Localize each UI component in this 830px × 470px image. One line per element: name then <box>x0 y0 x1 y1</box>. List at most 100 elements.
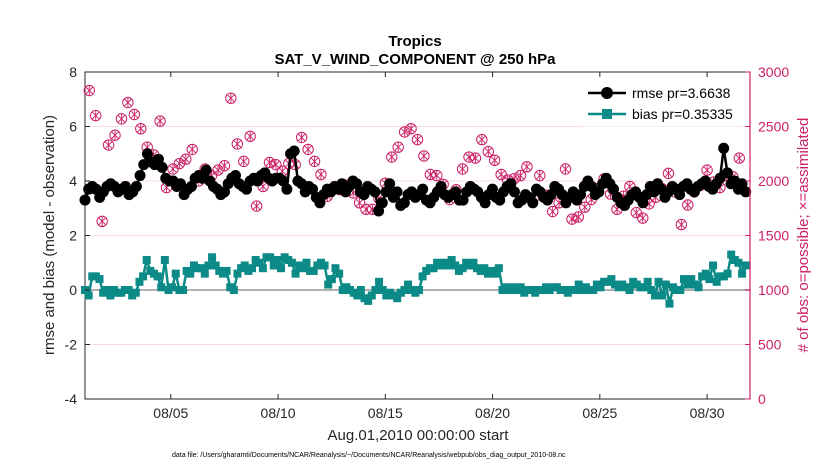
bias-point <box>647 286 656 294</box>
rmse-point <box>674 189 686 201</box>
y-right-tick-label: 3000 <box>758 64 789 80</box>
bias-point <box>516 283 525 292</box>
bias-point <box>331 264 340 273</box>
rmse-point <box>288 145 300 157</box>
rmse-point <box>479 197 491 209</box>
axis-layer: -4 -2 0 2 4 6 8 0 500 1000 1500 2000 2500 3000 08/05 08… <box>65 64 790 421</box>
bias-point <box>171 269 180 278</box>
bias-point <box>571 286 580 294</box>
x-tick-label: 08/15 <box>368 405 403 421</box>
bias-point <box>258 264 267 273</box>
rmse-series-layer <box>79 142 752 217</box>
bias-point <box>687 275 696 284</box>
x-tick-label: 08/10 <box>261 405 296 421</box>
y-left-tick-label: 8 <box>69 64 77 80</box>
y-axis-left-label: rmse and bias (model - observation) <box>41 115 58 355</box>
bias-point <box>255 258 264 267</box>
rmse-point <box>156 161 168 173</box>
rmse-point <box>417 183 429 195</box>
legend-bias-marker <box>602 109 612 119</box>
y-left-tick-label: -2 <box>65 337 78 353</box>
bias-point <box>168 283 177 292</box>
bias-point <box>84 291 93 300</box>
bias-point <box>222 266 231 275</box>
bias-point <box>705 275 714 284</box>
bias-point <box>640 283 649 292</box>
y-left-tick-label: 2 <box>69 228 77 244</box>
y-left-tick-label: 6 <box>69 119 77 135</box>
bias-point <box>273 256 282 265</box>
bias-point <box>367 291 376 300</box>
bias-point <box>371 286 380 294</box>
bias-series-layer <box>81 250 750 308</box>
bias-point <box>197 264 206 273</box>
rmse-point <box>141 148 153 160</box>
y-left-tick-label: 0 <box>69 282 77 298</box>
bias-point <box>269 261 278 270</box>
bias-point <box>179 286 188 294</box>
bias-point <box>135 277 144 286</box>
rmse-point <box>152 153 164 165</box>
bias-point <box>378 286 387 294</box>
bias-point <box>727 250 736 259</box>
bias-point <box>200 269 209 278</box>
rmse-point <box>736 178 748 190</box>
rmse-point <box>508 186 520 198</box>
bias-point <box>393 294 402 303</box>
bias-point <box>447 256 456 265</box>
bias-point <box>106 291 115 300</box>
bias-point <box>124 286 133 294</box>
legend-rmse-marker <box>601 87 613 99</box>
bias-point <box>400 286 409 294</box>
bias-point <box>596 283 605 292</box>
data-file-footnote: data file: /Users/gharamti/Documents/NCA… <box>172 452 566 459</box>
rmse-point <box>373 205 385 217</box>
bias-point <box>327 275 336 284</box>
rmse-point <box>281 183 293 195</box>
bias-point <box>131 288 140 297</box>
rmse-point <box>229 170 241 182</box>
rmse-point <box>384 178 396 190</box>
bias-point <box>494 264 503 273</box>
y-left-tick-label: -4 <box>65 391 78 407</box>
rmse-point <box>351 178 363 190</box>
bias-point <box>491 269 500 278</box>
bias-point <box>277 264 286 273</box>
bias-point <box>298 264 307 273</box>
legend: rmse pr=3.6638 bias pr=0.35335 <box>581 79 741 127</box>
bias-point <box>723 269 732 278</box>
bias-point <box>247 264 256 273</box>
legend-bias-label: bias pr=0.35335 <box>632 106 733 122</box>
bias-point <box>139 272 148 281</box>
bias-point <box>102 286 111 294</box>
bias-point <box>694 283 703 292</box>
rmse-point <box>79 194 91 206</box>
bias-point <box>625 286 634 294</box>
bias-point <box>650 291 659 300</box>
bias-point <box>676 286 685 294</box>
bias-point <box>574 280 583 289</box>
y-right-tick-label: 500 <box>758 337 782 353</box>
bias-point <box>418 272 427 281</box>
y-right-tick-label: 2000 <box>758 173 789 189</box>
bias-point <box>654 277 663 286</box>
rmse-point <box>398 197 410 209</box>
rmse-point <box>637 197 649 209</box>
rmse-point <box>721 167 733 179</box>
bias-point <box>444 261 453 270</box>
bias-point <box>208 253 217 262</box>
bias-point <box>291 269 300 278</box>
rmse-point <box>307 183 319 195</box>
bias-point <box>665 299 674 308</box>
x-tick-label: 08/25 <box>582 405 617 421</box>
bias-point <box>324 280 333 289</box>
bias-point <box>589 286 598 294</box>
bias-point <box>375 277 384 286</box>
bias-point <box>712 277 721 286</box>
bias-point <box>709 261 718 270</box>
rmse-point <box>608 183 620 195</box>
bias-point <box>741 261 750 270</box>
rmse-point <box>718 142 730 154</box>
bias-point <box>335 269 344 278</box>
